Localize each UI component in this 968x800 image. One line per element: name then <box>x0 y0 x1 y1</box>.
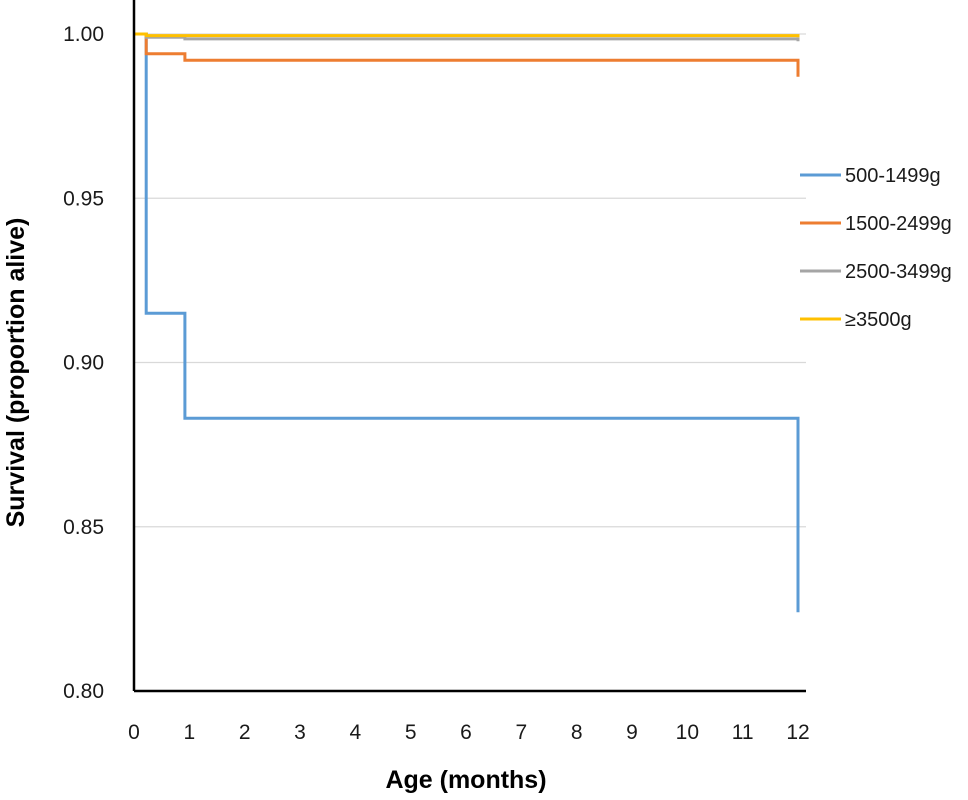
x-tick-label: 4 <box>349 721 361 744</box>
x-tick-label: 9 <box>626 721 638 744</box>
legend-label: ≥3500g <box>845 309 912 331</box>
x-tick-label: 5 <box>405 721 417 744</box>
x-tick-label: 8 <box>571 721 583 744</box>
x-tick-label: 7 <box>515 721 527 744</box>
legend: 500-1499g 1500-2499g 2500-3499g ≥3500g <box>800 165 952 331</box>
x-tick-labels: 0 1 2 3 4 5 6 7 8 9 10 11 12 <box>128 721 810 744</box>
axes <box>132 0 806 693</box>
x-tick-label: 1 <box>183 721 195 744</box>
y-tick-label: 0.90 <box>63 352 104 375</box>
x-tick-label: 11 <box>732 721 754 744</box>
legend-label: 2500-3499g <box>845 261 952 283</box>
x-tick-label: 10 <box>676 721 699 744</box>
x-tick-label: 3 <box>294 721 306 744</box>
x-tick-label: 6 <box>460 721 472 744</box>
y-tick-label: 1.00 <box>63 23 104 46</box>
series-line-4 <box>134 32 800 38</box>
x-axis-title: Age (months) <box>385 766 546 794</box>
y-tick-label: 0.95 <box>63 187 104 210</box>
series-line-2 <box>134 32 800 77</box>
gridlines <box>134 33 806 528</box>
y-axis-title: Survival (proportion alive) <box>2 218 30 528</box>
x-tick-label: 0 <box>128 721 140 744</box>
y-tick-label: 0.85 <box>63 516 104 539</box>
legend-label: 500-1499g <box>845 165 941 187</box>
series-line-1 <box>134 32 800 613</box>
legend-label: 1500-2499g <box>845 213 952 235</box>
x-tick-label: 2 <box>239 721 251 744</box>
series-lines <box>134 32 800 613</box>
x-tick-label: 12 <box>786 721 809 744</box>
y-tick-labels: 0.80 0.85 0.90 0.95 1.00 <box>63 23 104 703</box>
y-tick-label: 0.80 <box>63 680 104 703</box>
